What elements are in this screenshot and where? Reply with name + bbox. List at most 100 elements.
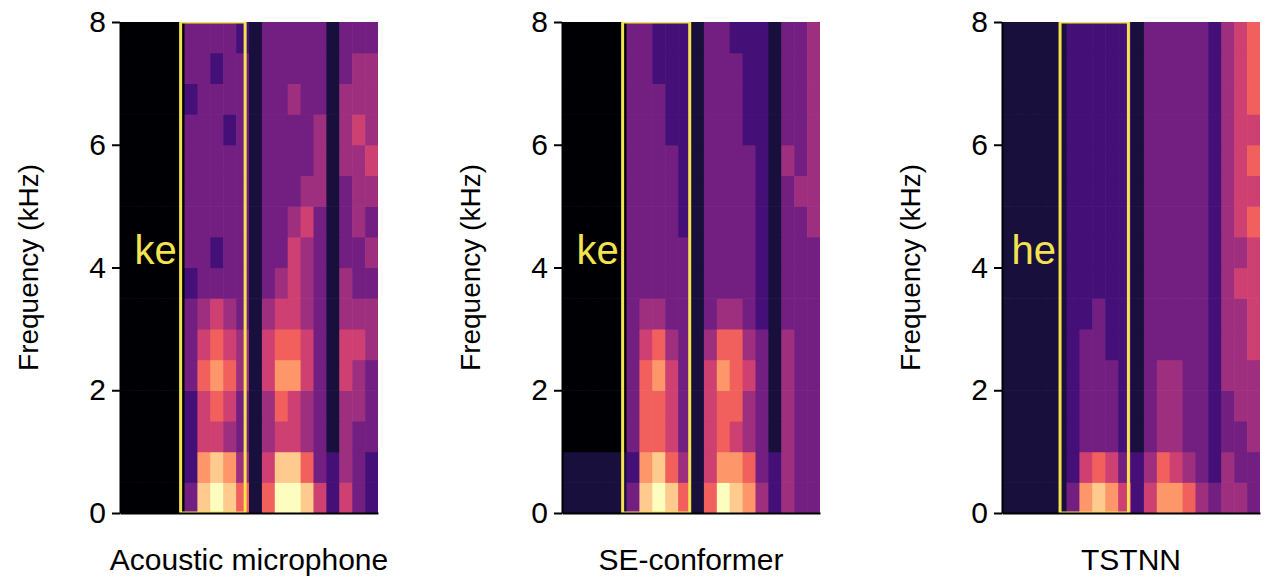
- cell: [314, 53, 328, 84]
- tick-mark: [994, 22, 1002, 24]
- cell: [326, 360, 340, 391]
- cell: [249, 175, 263, 206]
- cell: [223, 22, 237, 53]
- tick-label: 0: [531, 496, 548, 529]
- cell: [562, 175, 576, 206]
- tick-mark: [994, 513, 1002, 515]
- cell: [1092, 237, 1106, 268]
- cell: [1002, 360, 1016, 391]
- cell: [1105, 421, 1119, 452]
- tick-label: 2: [89, 373, 106, 406]
- cell: [146, 175, 160, 206]
- cell: [275, 83, 289, 114]
- cell: [301, 53, 315, 84]
- cell: [756, 83, 770, 114]
- cell: [1105, 360, 1119, 391]
- cell: [185, 298, 199, 329]
- cell: [652, 22, 666, 53]
- cell: [365, 83, 378, 114]
- tick-label: 6: [971, 128, 988, 161]
- cell: [1015, 360, 1029, 391]
- cell: [588, 482, 602, 513]
- cell: [575, 360, 589, 391]
- cell: [314, 482, 328, 513]
- cell: [1183, 390, 1197, 421]
- cell: [1131, 298, 1145, 329]
- cell: [691, 482, 705, 513]
- cell: [133, 22, 147, 53]
- cell: [781, 390, 795, 421]
- cell: [1196, 83, 1210, 114]
- cell: [262, 360, 276, 391]
- cell: [1221, 206, 1235, 237]
- cell: [1183, 22, 1197, 53]
- cell: [768, 421, 782, 452]
- cell: [210, 206, 224, 237]
- cell: [652, 482, 666, 513]
- cell: [1041, 53, 1055, 84]
- cell: [1157, 53, 1171, 84]
- cell: [352, 421, 366, 452]
- cell: [365, 114, 378, 145]
- cell: [249, 268, 263, 299]
- cell: [159, 329, 173, 360]
- cell: [172, 145, 186, 176]
- cell: [262, 206, 276, 237]
- cell: [1234, 482, 1248, 513]
- cell: [236, 482, 250, 513]
- cell: [1144, 360, 1158, 391]
- cell: [704, 360, 718, 391]
- cell: [1079, 114, 1093, 145]
- cell: [146, 390, 160, 421]
- cell: [1144, 237, 1158, 268]
- cell: [781, 237, 795, 268]
- cell: [223, 452, 237, 483]
- cell: [146, 452, 160, 483]
- cell: [326, 206, 340, 237]
- cell: [627, 421, 641, 452]
- cell: [1092, 53, 1106, 84]
- cell: [743, 360, 757, 391]
- cell: [781, 22, 795, 53]
- cell: [1247, 452, 1260, 483]
- cell: [1170, 145, 1184, 176]
- cell: [717, 206, 731, 237]
- cell: [236, 53, 250, 84]
- cell: [275, 390, 289, 421]
- cell: [639, 83, 653, 114]
- cell: [1131, 114, 1145, 145]
- cell: [1067, 53, 1081, 84]
- cell: [1170, 268, 1184, 299]
- cell: [1183, 53, 1197, 84]
- cell: [339, 237, 353, 268]
- cell: [172, 22, 186, 53]
- cell: [1105, 390, 1119, 421]
- cell: [691, 237, 705, 268]
- cell: [326, 114, 340, 145]
- cell: [1196, 268, 1210, 299]
- cell: [146, 329, 160, 360]
- cell: [691, 329, 705, 360]
- cell: [133, 114, 147, 145]
- cell: [314, 298, 328, 329]
- cell: [1144, 298, 1158, 329]
- cell: [1067, 83, 1081, 114]
- cell: [1041, 298, 1055, 329]
- cell: [1144, 268, 1158, 299]
- cell: [1234, 360, 1248, 391]
- cell: [1208, 53, 1222, 84]
- cell: [691, 268, 705, 299]
- cell: [1221, 482, 1235, 513]
- cell: [352, 452, 366, 483]
- cell: [730, 421, 744, 452]
- cell: [1183, 329, 1197, 360]
- tick: 8: [531, 5, 562, 38]
- tick-label: 6: [89, 128, 106, 161]
- cell: [1183, 145, 1197, 176]
- tick-mark: [112, 390, 120, 392]
- cell: [1092, 22, 1106, 53]
- cell: [588, 114, 602, 145]
- cell: [288, 360, 302, 391]
- cell: [1183, 237, 1197, 268]
- tick-mark: [112, 144, 120, 146]
